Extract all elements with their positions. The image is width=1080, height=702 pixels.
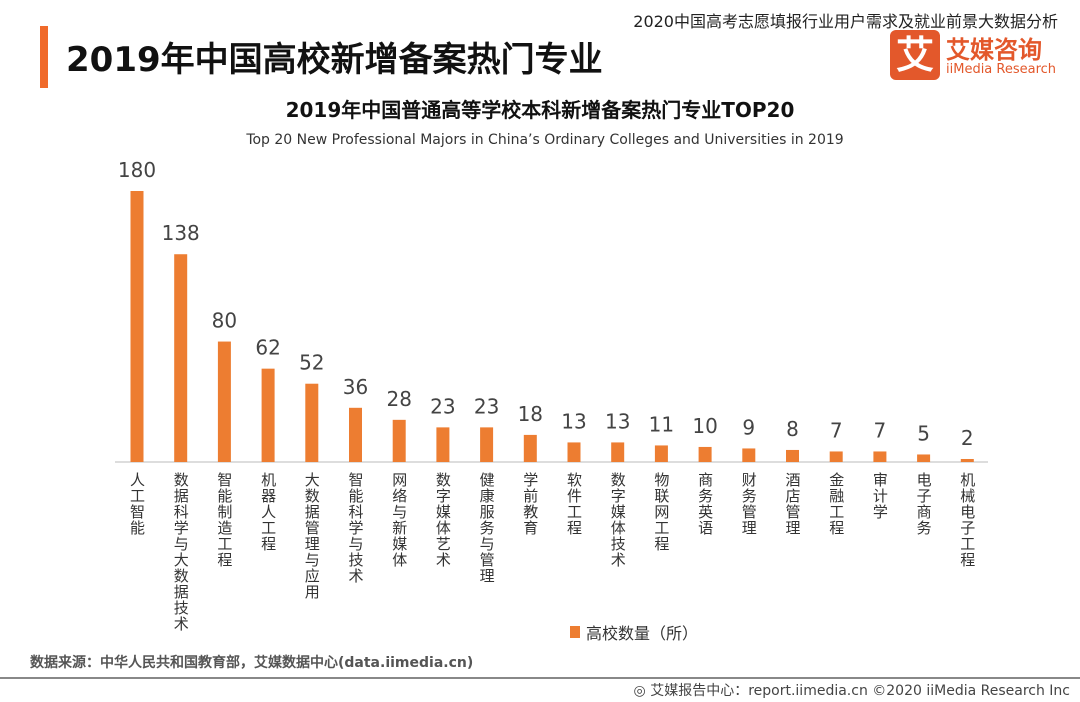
data-label: 36 [343,375,368,399]
title-accent-bar [40,26,48,88]
data-label: 23 [430,394,455,418]
data-label: 5 [917,421,930,445]
data-label: 10 [692,414,717,438]
bar [130,191,144,462]
data-label: 52 [299,351,324,375]
logo-en: iiMedia Research [946,62,1057,77]
category-label: 软件工程 [565,472,583,536]
legend: 高校数量（所） [570,620,698,644]
bar [392,419,406,462]
category-label: 财务管理 [740,472,758,536]
category-label: 机器人工程 [259,472,277,552]
data-label: 11 [649,412,674,436]
data-label: 180 [118,158,156,182]
divider [0,677,1080,679]
category-label: 数字媒体艺术 [434,472,452,568]
bar [654,445,668,462]
category-label: 人工智能 [128,472,146,536]
bar [873,451,887,462]
globe-icon: ◎ [633,683,651,699]
chart-title: 2019年中国普通高等学校本科新增备案热门专业TOP20 [285,98,795,122]
category-label: 大数据管理与应用 [303,472,321,600]
data-label: 9 [742,415,755,439]
data-label: 13 [561,409,586,433]
category-label: 智能科学与技术 [347,471,365,584]
data-label: 8 [786,417,799,441]
data-label: 28 [386,387,411,411]
report-title: 2020中国高考志愿填报行业用户需求及就业前景大数据分析 [633,12,1058,31]
category-label: 数字媒体技术 [609,472,627,568]
bar [480,427,494,462]
data-label: 2 [961,426,974,450]
category-label: 电子商务 [915,472,933,536]
category-label: 数据科学与大数据技术 [172,472,190,632]
legend-label: 高校数量（所） [586,624,699,643]
category-label: 机械电子工程 [958,472,976,568]
logo: 艾 艾媒咨询 iiMedia Research [890,30,1060,80]
bar [960,458,974,462]
bar [698,446,712,462]
data-label: 23 [474,394,499,418]
footer-credit-text: 艾媒报告中心：report.iimedia.cn ©2020 iiMedia R… [650,683,1070,699]
bar [523,434,537,462]
bar [611,442,625,462]
footer-credit: ◎ 艾媒报告中心：report.iimedia.cn ©2020 iiMedia… [634,680,1070,700]
bar [917,454,931,462]
logo-mark: 艾 [890,30,940,80]
data-label: 80 [212,309,237,333]
bar [829,451,843,462]
legend-swatch [570,626,580,638]
data-label: 7 [830,418,843,442]
category-label: 酒店管理 [784,472,802,536]
category-label: 物联网工程 [652,472,670,552]
bar-chart: 180人工智能138数据科学与大数据技术80智能制造工程62机器人工程52大数据… [115,158,988,632]
category-label: 商务英语 [696,472,714,536]
bar [349,407,362,462]
data-label: 138 [162,221,200,245]
data-label: 7 [874,418,887,442]
bar [786,449,799,462]
bar [436,427,450,462]
data-label: 18 [518,402,543,426]
bar [305,383,319,462]
data-label: 13 [605,409,630,433]
category-label: 网络与新媒体 [390,472,408,568]
bar [217,341,231,462]
category-label: 健康服务与管理 [478,472,496,584]
category-label: 审计学 [871,472,889,520]
page-title: 2019年中国高校新增备案热门专业 [66,40,603,80]
data-label: 62 [255,336,280,360]
bar [567,442,581,462]
bar [742,448,756,462]
logo-cn: 艾媒咨询 [946,36,1042,64]
category-label: 金融工程 [827,472,845,536]
bar [261,368,275,462]
chart-subtitle: Top 20 New Professional Majors in China’… [246,132,844,148]
category-label: 智能制造工程 [215,471,233,568]
data-source: 数据来源：中华人民共和国教育部，艾媒数据中心(data.iimedia.cn) [30,655,474,671]
bar [174,254,188,462]
category-label: 学前教育 [521,472,539,536]
